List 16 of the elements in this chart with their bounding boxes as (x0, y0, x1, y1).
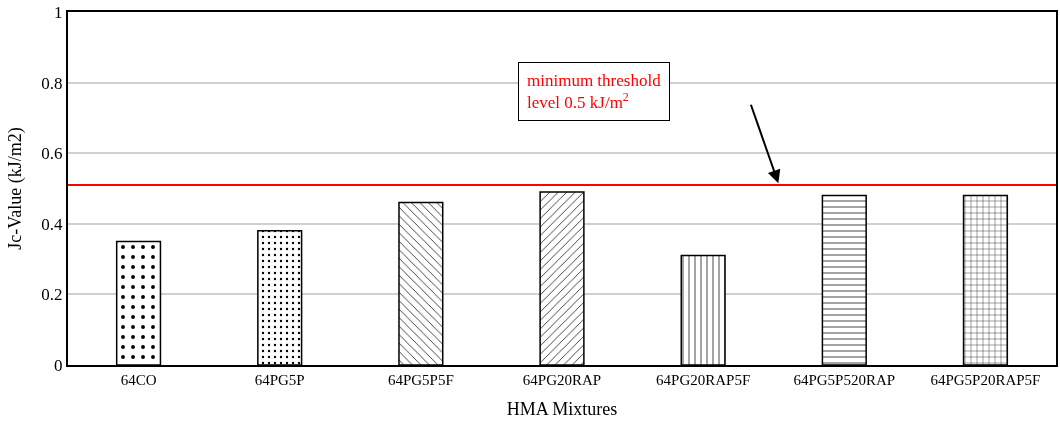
y-tick-label: 1 (54, 2, 63, 22)
x-tick-label: 64CO (120, 372, 157, 388)
x-tick-label: 64PG20RAP (522, 372, 602, 388)
x-axis-title: HMA Mixtures (506, 398, 618, 419)
x-tick-label: 64PG5P5F (387, 372, 454, 388)
x-tick-label: 64PG20RAP5F (656, 372, 751, 388)
y-axis-title: Jc-Value (kJ/m2) (5, 127, 27, 250)
y-tick-label: 0.4 (41, 214, 64, 234)
x-tick-label: 64PG5P520RAP (793, 372, 896, 388)
y-tick-label: 0 (54, 355, 63, 375)
x-tick-label: 64PG5P (254, 372, 305, 388)
y-tick-label: 0.8 (41, 73, 63, 93)
x-tick-label: 64PG5P20RAP5F (930, 372, 1041, 388)
y-tick-label: 0.2 (41, 285, 63, 305)
y-tick-label: 0.6 (41, 144, 63, 164)
annotation: minimum threshold level 0.5 kJ/m$^{2}$ (527, 71, 662, 113)
